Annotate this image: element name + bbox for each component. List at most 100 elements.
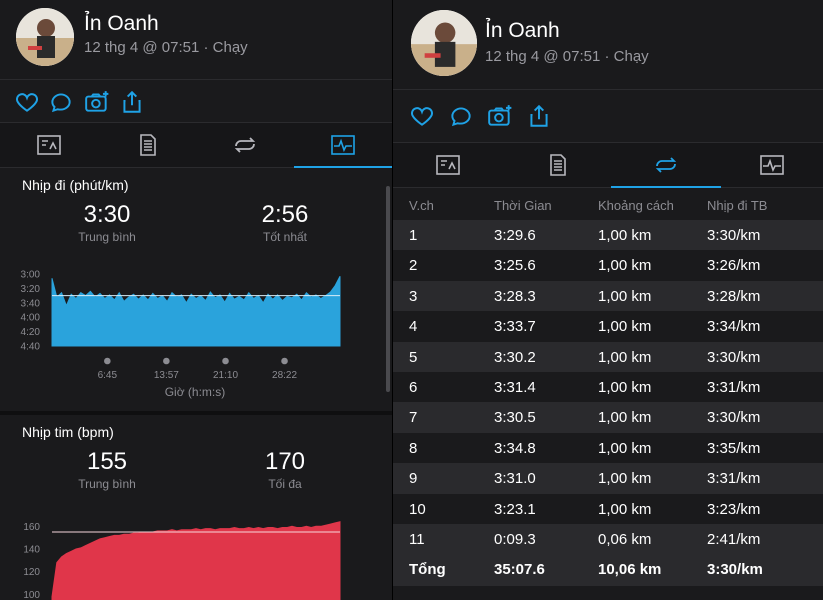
pace-x-tick-dot (222, 357, 229, 365)
pace-avg-label: Trung bình (78, 230, 136, 244)
user-name[interactable]: Ỉn Oanh (485, 19, 560, 42)
table-row[interactable]: 6 3:31.4 1,00 km 3:31/km (393, 371, 823, 403)
total-distance: 10,06 km (598, 561, 662, 579)
share-icon[interactable] (526, 103, 552, 129)
camera-add-icon[interactable] (487, 103, 513, 129)
header-avg-pace: Nhịp đi TB (707, 198, 768, 213)
lap-pace: 3:30/km (707, 348, 761, 366)
tab-charts[interactable] (721, 143, 823, 187)
lap-time: 3:33.7 (494, 318, 536, 336)
activity-header: Ỉn Oanh 12 thg 4 @ 07:51 · Chạy (0, 0, 392, 80)
laps-icon (655, 157, 677, 173)
share-icon[interactable] (119, 89, 145, 115)
details-icon (549, 154, 566, 176)
tab-laps[interactable] (611, 143, 721, 188)
section-divider (0, 411, 392, 415)
table-row[interactable]: 11 0:09.3 0,06 km 2:41/km (393, 523, 823, 555)
hr-y-tick-label: 100 (23, 590, 40, 600)
pace-y-tick-label: 3:40 (21, 298, 41, 309)
lap-time: 3:28.3 (494, 287, 536, 305)
pace-y-tick-label: 4:20 (21, 327, 41, 338)
pace-x-tick-label: 28:22 (272, 370, 297, 381)
hr-area-series (51, 521, 341, 600)
table-row[interactable]: 2 3:25.6 1,00 km 3:26/km (393, 250, 823, 281)
lap-pace: 2:41/km (707, 530, 761, 548)
lap-number: 1 (409, 227, 418, 244)
pace-x-tick-label: 21:10 (213, 370, 238, 381)
pace-title: Nhịp đi (phút/km) (22, 177, 129, 193)
pace-x-tick-dot (163, 357, 170, 365)
avatar[interactable] (411, 10, 477, 76)
avatar[interactable] (16, 8, 74, 66)
lap-distance: 1,00 km (598, 378, 652, 396)
lap-time: 3:31.0 (494, 470, 536, 488)
lap-number: 10 (409, 500, 426, 518)
table-row[interactable]: 9 3:31.0 1,00 km 3:31/km (393, 463, 823, 494)
hr-max-value: 170 (264, 448, 306, 475)
lap-distance: 1,00 km (598, 227, 652, 244)
table-row[interactable]: 7 3:30.5 1,00 km 3:30/km (393, 402, 823, 433)
laps-table-body: 1 3:29.6 1,00 km 3:30/km 2 3:25.6 1,00 km 3:26… (393, 220, 823, 555)
lap-pace: 3:31/km (707, 470, 761, 488)
lap-time: 3:30.2 (494, 348, 536, 366)
lap-time: 3:29.6 (494, 227, 536, 244)
lap-number: 5 (409, 348, 418, 366)
lap-number: 7 (409, 409, 418, 427)
lap-distance: 1,00 km (598, 257, 652, 275)
lap-number: 4 (409, 318, 418, 336)
laps-icon (234, 137, 256, 153)
lap-pace: 3:30/km (707, 409, 761, 427)
lap-distance: 0,06 km (598, 530, 652, 548)
tab-charts[interactable] (294, 123, 392, 168)
lap-distance: 1,00 km (598, 348, 652, 366)
pace-y-tick-label: 3:00 (21, 270, 41, 281)
activity-meta: 12 thg 4 @ 07:51 · Chạy (485, 48, 649, 65)
user-name[interactable]: Ỉn Oanh (84, 12, 159, 35)
table-row[interactable]: 8 3:34.8 1,00 km 3:35/km (393, 432, 823, 464)
hr-y-tick-label: 160 (23, 522, 40, 533)
pace-y-tick-label: 4:40 (21, 342, 41, 353)
heart-icon[interactable] (409, 103, 435, 129)
summary-icon (37, 135, 61, 155)
pace-chart: 3:00 3:20 3:40 4:00 4:20 4:40 6:45 13:57 21:10 28… (21, 270, 341, 381)
lap-distance: 1,00 km (598, 318, 652, 336)
header-lap: V.ch (409, 198, 434, 213)
lap-distance: 1,00 km (598, 287, 652, 305)
tab-laps[interactable] (196, 123, 294, 167)
total-pace: 3:30/km (707, 561, 763, 579)
lap-distance: 1,00 km (598, 500, 652, 518)
table-row[interactable]: 4 3:33.7 1,00 km 3:34/km (393, 311, 823, 342)
tab-details[interactable] (98, 123, 196, 167)
lap-pace: 3:28/km (707, 287, 761, 305)
lap-time: 0:09.3 (494, 530, 536, 548)
camera-add-icon[interactable] (84, 89, 110, 115)
left-panel: Ỉn Oanh 12 thg 4 @ 07:51 · Chạy Nhịp (0, 0, 392, 600)
pace-x-tick-label: 13:57 (154, 370, 179, 381)
hr-avg-value: 155 (86, 448, 128, 475)
table-total-row: Tổng 35:07.6 10,06 km 3:30/km (393, 554, 823, 587)
heart-icon[interactable] (14, 89, 40, 115)
table-row[interactable]: 5 3:30.2 1,00 km 3:30/km (393, 341, 823, 372)
pace-area-series (51, 275, 341, 347)
details-icon (140, 134, 156, 156)
scrollbar[interactable] (386, 186, 390, 392)
comment-icon[interactable] (448, 103, 474, 129)
lap-pace: 3:35/km (707, 439, 761, 457)
right-panel: Ỉn Oanh 12 thg 4 @ 07:51 · Chạy (393, 0, 823, 600)
lap-pace: 3:34/km (707, 318, 761, 336)
lap-number: 9 (409, 470, 418, 488)
tab-summary[interactable] (393, 143, 502, 187)
lap-time: 3:25.6 (494, 257, 536, 275)
tab-summary[interactable] (0, 123, 98, 167)
tab-details[interactable] (502, 143, 611, 187)
table-row[interactable]: 3 3:28.3 1,00 km 3:28/km (393, 280, 823, 312)
lap-number: 11 (409, 530, 425, 548)
laps-table: V.ch Thời Gian Khoảng cách Nhịp đi TB 1 3… (393, 190, 823, 587)
activity-header: Ỉn Oanh 12 thg 4 @ 07:51 · Chạy (393, 0, 823, 90)
pace-y-tick-label: 4:00 (21, 313, 41, 324)
lap-distance: 1,00 km (598, 409, 652, 427)
comment-icon[interactable] (48, 89, 74, 115)
lap-time: 3:23.1 (494, 500, 536, 518)
table-row[interactable]: 10 3:23.1 1,00 km 3:23/km (393, 493, 823, 524)
table-row[interactable]: 1 3:29.6 1,00 km 3:30/km (393, 220, 823, 251)
